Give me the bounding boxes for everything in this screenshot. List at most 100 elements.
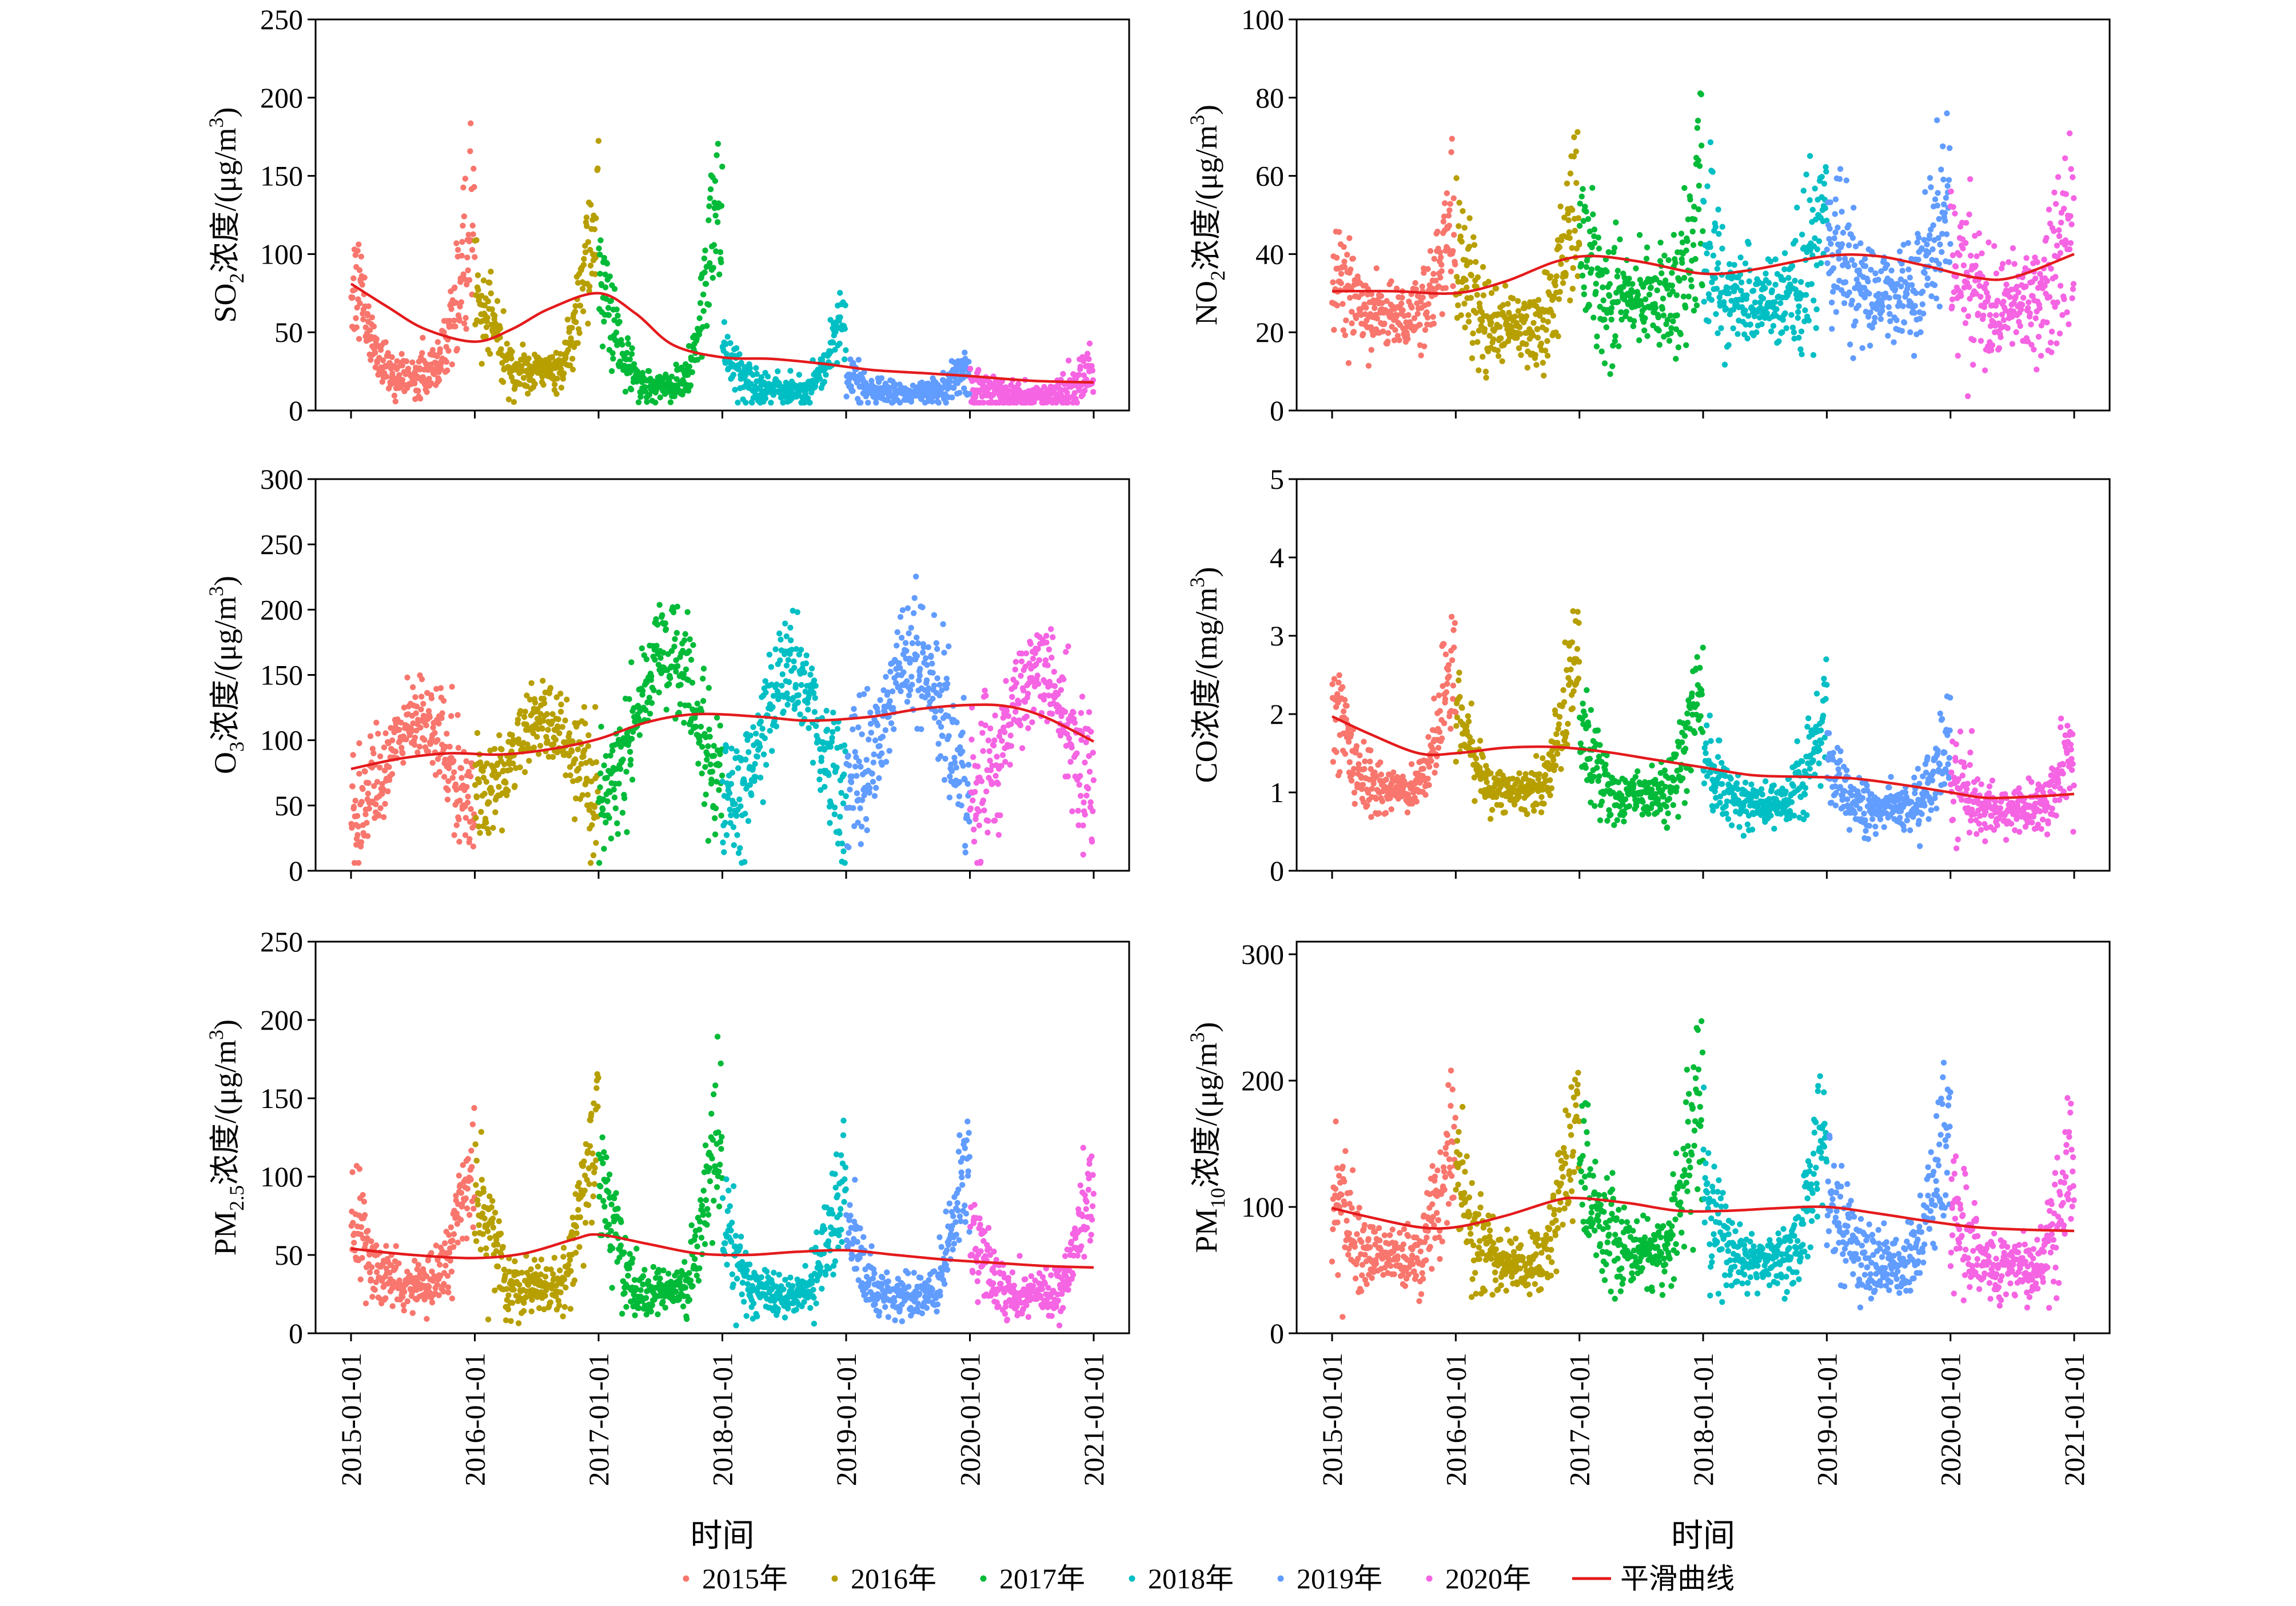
data-point-2018 bbox=[1745, 241, 1752, 247]
data-point-2016 bbox=[1500, 302, 1506, 308]
data-point-2017 bbox=[1590, 211, 1596, 218]
data-point-2016 bbox=[555, 716, 561, 723]
data-point-2020 bbox=[1077, 773, 1083, 779]
data-point-2018 bbox=[1823, 217, 1830, 224]
data-point-2018 bbox=[753, 731, 759, 737]
data-point-2016 bbox=[1524, 364, 1530, 371]
data-point-2019 bbox=[1943, 231, 1950, 237]
data-point-2017 bbox=[1601, 360, 1608, 366]
data-point-2015 bbox=[382, 339, 389, 345]
data-point-2020 bbox=[1980, 312, 1987, 319]
data-point-2015 bbox=[349, 294, 356, 301]
data-point-2019 bbox=[1935, 190, 1941, 196]
data-point-2020 bbox=[1079, 694, 1086, 700]
data-point-2017 bbox=[615, 312, 621, 319]
data-point-2019 bbox=[1867, 342, 1874, 349]
data-point-2017 bbox=[1608, 305, 1615, 311]
data-point-2019 bbox=[887, 668, 894, 675]
data-point-2016 bbox=[1499, 358, 1505, 364]
data-point-2019 bbox=[934, 645, 940, 652]
data-point-2015 bbox=[1349, 309, 1355, 315]
data-point-2019 bbox=[965, 762, 972, 768]
data-point-2015 bbox=[1419, 284, 1425, 290]
data-point-2019 bbox=[879, 734, 886, 740]
data-point-2020 bbox=[985, 818, 991, 824]
data-point-2015 bbox=[420, 334, 426, 341]
data-point-2016 bbox=[1517, 330, 1524, 337]
data-point-2016 bbox=[520, 341, 526, 348]
data-point-2017 bbox=[681, 637, 688, 644]
data-point-2020 bbox=[1065, 773, 1071, 780]
data-point-2018 bbox=[764, 373, 771, 380]
data-point-2017 bbox=[1599, 348, 1605, 354]
y-axis-label-part: ) bbox=[208, 107, 242, 118]
y-axis-label-part: 浓度/(μg/m bbox=[208, 596, 242, 742]
data-point-2016 bbox=[1465, 318, 1472, 325]
data-point-2019 bbox=[1924, 275, 1931, 281]
data-point-2016 bbox=[589, 822, 595, 828]
data-point-2015 bbox=[1437, 274, 1444, 281]
data-point-2017 bbox=[697, 300, 704, 306]
data-point-2017 bbox=[1688, 284, 1695, 290]
data-point-2015 bbox=[1365, 362, 1372, 369]
data-point-2019 bbox=[1836, 256, 1842, 262]
data-point-2015 bbox=[436, 377, 443, 384]
data-point-2015 bbox=[444, 796, 451, 803]
data-point-2018 bbox=[762, 735, 768, 742]
data-point-2020 bbox=[2010, 245, 2016, 252]
data-point-2018 bbox=[1807, 247, 1813, 253]
data-point-2016 bbox=[1480, 264, 1486, 270]
data-point-2016 bbox=[1457, 233, 1464, 240]
data-point-2016 bbox=[1573, 148, 1579, 155]
data-point-2015 bbox=[447, 743, 453, 750]
data-point-2015 bbox=[1346, 235, 1353, 241]
y-tick-label: 0 bbox=[289, 394, 303, 427]
data-point-2017 bbox=[671, 393, 678, 400]
data-point-2019 bbox=[855, 724, 862, 731]
data-point-2017 bbox=[1607, 371, 1613, 377]
data-point-2016 bbox=[576, 776, 583, 782]
data-point-2015 bbox=[1341, 244, 1347, 250]
data-point-2020 bbox=[1982, 367, 1988, 373]
data-point-2019 bbox=[962, 849, 968, 856]
data-point-2015 bbox=[451, 317, 457, 324]
data-point-2020 bbox=[976, 822, 983, 829]
data-point-2018 bbox=[1724, 285, 1731, 291]
data-point-2017 bbox=[707, 761, 713, 768]
data-point-2016 bbox=[1514, 298, 1521, 304]
data-point-2018 bbox=[810, 759, 816, 766]
data-point-2020 bbox=[1950, 252, 1956, 258]
data-point-2020 bbox=[2063, 191, 2069, 197]
data-point-2019 bbox=[851, 706, 857, 712]
data-point-2017 bbox=[1675, 344, 1681, 350]
data-point-2017 bbox=[699, 770, 705, 777]
data-point-2017 bbox=[648, 700, 655, 706]
data-point-2015 bbox=[1405, 336, 1411, 342]
y-tick-label: 1 bbox=[1270, 776, 1284, 808]
y-tick-label: 80 bbox=[1255, 82, 1284, 114]
data-point-2020 bbox=[2056, 227, 2062, 233]
data-point-2016 bbox=[1474, 292, 1480, 298]
data-point-2015 bbox=[1392, 327, 1398, 333]
data-point-2015 bbox=[429, 760, 436, 766]
data-point-2018 bbox=[807, 400, 813, 406]
data-point-2018 bbox=[834, 726, 841, 732]
data-point-2019 bbox=[1849, 297, 1855, 304]
data-point-2017 bbox=[704, 756, 710, 763]
data-point-2015 bbox=[418, 694, 425, 700]
data-point-2019 bbox=[1843, 177, 1849, 184]
data-point-2017 bbox=[1623, 309, 1629, 315]
data-point-2019 bbox=[908, 624, 914, 631]
data-point-2015 bbox=[448, 306, 455, 312]
data-point-2016 bbox=[478, 808, 484, 815]
data-point-2019 bbox=[1939, 230, 1946, 237]
data-point-2017 bbox=[712, 805, 719, 812]
data-point-2018 bbox=[1795, 314, 1801, 321]
data-point-2016 bbox=[1534, 334, 1541, 341]
data-point-2015 bbox=[364, 833, 371, 839]
data-point-2016 bbox=[1530, 320, 1537, 326]
data-point-2019 bbox=[876, 743, 883, 750]
data-point-2017 bbox=[1648, 284, 1654, 290]
data-point-2016 bbox=[539, 726, 545, 732]
data-point-2017 bbox=[1683, 247, 1689, 254]
